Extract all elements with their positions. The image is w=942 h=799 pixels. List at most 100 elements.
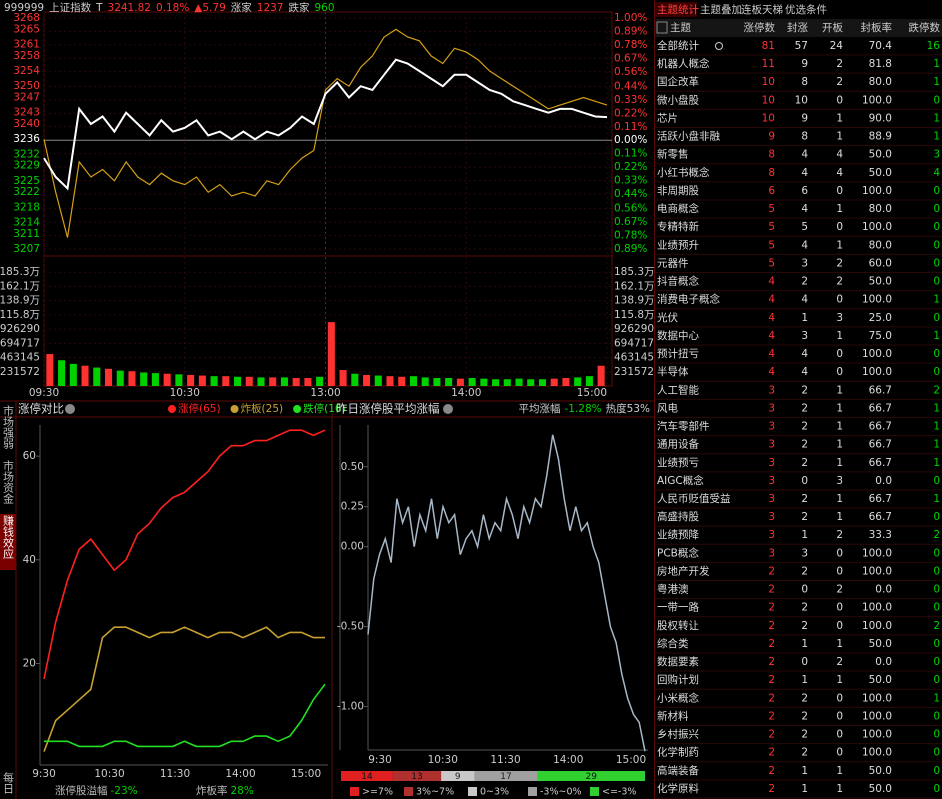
table-cell: 75.0	[869, 330, 892, 342]
volume-tick-label: 694717	[0, 337, 40, 349]
volume-bar	[585, 376, 593, 386]
table-cell: 1	[801, 638, 808, 650]
pct-tick-label: 0.33%	[614, 175, 647, 187]
theme-name[interactable]: 一带一路	[657, 601, 699, 614]
footer-text: 炸板率	[196, 784, 228, 797]
volume-tick-label: 138.9万	[0, 295, 40, 307]
theme-name[interactable]: 非周期股	[657, 185, 699, 197]
theme-name[interactable]: 小红书概念	[657, 166, 710, 179]
theme-name[interactable]: 数据要素	[657, 655, 699, 668]
pct-tick-label: 0.11%	[614, 148, 647, 160]
table-cell: 0	[933, 674, 940, 686]
theme-name[interactable]: 半导体	[657, 365, 689, 378]
table-cell: 1	[836, 457, 843, 469]
header-text: 上证指数	[49, 1, 91, 14]
heat-text: 热度53%	[606, 402, 650, 415]
y-tick-label: 20	[23, 657, 36, 669]
table-cell: 1	[933, 439, 940, 451]
theme-name[interactable]: 通用设备	[657, 438, 699, 451]
theme-name[interactable]: 新材料	[657, 709, 689, 722]
theme-name[interactable]: 汽车零部件	[657, 420, 710, 433]
table-cell: 100.0	[862, 565, 892, 577]
theme-name[interactable]: 综合类	[657, 637, 689, 650]
table-cell: 3	[933, 149, 940, 161]
theme-name[interactable]: 预计扭亏	[657, 347, 699, 360]
table-cell: 4	[801, 239, 808, 251]
volume-tick-label: 463145	[0, 352, 40, 364]
theme-name[interactable]: 高端装备	[657, 764, 699, 777]
table-cell: 4	[768, 276, 775, 288]
theme-name[interactable]: 小米概念	[657, 691, 699, 704]
x-tick-label: 14:00	[225, 768, 255, 780]
x-tick-label: 14:00	[553, 754, 583, 766]
column-header[interactable]: 开板	[822, 21, 843, 34]
theme-name[interactable]: 化学原料	[657, 782, 699, 795]
column-header[interactable]: 涨停数	[744, 21, 776, 34]
tab[interactable]: 主题叠加	[700, 4, 742, 16]
distribution-label: 13	[411, 772, 422, 782]
table-cell: 4	[836, 167, 843, 179]
tab[interactable]: 连板天梯	[741, 3, 783, 16]
theme-name[interactable]: 回购计划	[657, 673, 699, 686]
theme-name[interactable]: 光伏	[657, 311, 678, 324]
theme-name[interactable]: 芯片	[657, 111, 678, 124]
theme-name[interactable]: 股权转让	[657, 619, 699, 632]
pct-tick-label: 0.56%	[614, 203, 647, 215]
theme-name[interactable]: 高盛持股	[657, 510, 699, 523]
table-cell: 10	[762, 94, 775, 106]
theme-name[interactable]: 微小盘股	[657, 93, 699, 106]
time-label: 10:30	[170, 387, 200, 399]
theme-name[interactable]: 机器人概念	[657, 57, 710, 70]
table-cell: 16	[927, 40, 941, 52]
column-header[interactable]: 封板率	[861, 21, 893, 34]
theme-name[interactable]: 新零售	[657, 148, 689, 161]
info-icon	[443, 404, 453, 414]
theme-name[interactable]: 风电	[657, 401, 678, 414]
table-cell: 1	[801, 674, 808, 686]
table-cell: 2	[836, 58, 843, 70]
volume-bar	[151, 373, 159, 386]
tab[interactable]: 主题统计	[657, 3, 699, 16]
column-header[interactable]: 主题	[670, 22, 691, 34]
theme-name[interactable]: 抖音概念	[657, 275, 699, 288]
theme-name[interactable]: 业绩预降	[657, 528, 699, 541]
volume-tick-label: 926290	[0, 323, 40, 335]
panel-title: 昨日涨停股平均涨幅	[336, 402, 440, 416]
theme-name[interactable]: 化学制药	[657, 746, 699, 759]
theme-name[interactable]: 电商概念	[657, 202, 699, 215]
theme-name[interactable]: 活跃小盘非融	[657, 130, 720, 143]
theme-name[interactable]: 人工智能	[657, 383, 699, 396]
volume-bar	[562, 378, 570, 386]
theme-name[interactable]: 元器件	[657, 257, 689, 269]
price-tick-label: 3236	[13, 133, 40, 145]
theme-name[interactable]: 人民币贬值受益	[657, 492, 731, 505]
theme-name[interactable]: 乡村振兴	[657, 728, 699, 741]
table-cell: 8	[768, 167, 775, 179]
table-cell: 4	[768, 348, 775, 360]
table-cell: 2	[768, 729, 775, 741]
table-cell: 100.0	[862, 620, 892, 632]
theme-name[interactable]: 专精特新	[657, 220, 699, 233]
theme-name[interactable]: 粤港澳	[657, 583, 689, 596]
theme-name[interactable]: 数据中心	[657, 329, 699, 342]
tab[interactable]: 优选条件	[785, 3, 827, 16]
theme-name[interactable]: 业绩预升	[657, 238, 699, 251]
table-cell: 70.4	[869, 40, 893, 52]
column-header[interactable]: 跌停数	[909, 21, 941, 34]
theme-name[interactable]: 房地产开发	[657, 564, 710, 577]
table-cell: 1	[836, 384, 843, 396]
theme-name[interactable]: 业绩预亏	[657, 456, 699, 469]
pct-tick-label: 0.11%	[614, 121, 647, 133]
theme-name[interactable]: PCB概念	[657, 546, 699, 559]
theme-name[interactable]: 国企改革	[657, 75, 699, 88]
column-header[interactable]: 封涨	[787, 21, 808, 34]
table-cell: 2	[768, 692, 775, 704]
theme-name[interactable]: 全部统计	[657, 39, 699, 52]
theme-name[interactable]: 消费电子概念	[657, 293, 720, 306]
price-tick-label: 3225	[13, 175, 40, 187]
table-cell: 8	[768, 149, 775, 161]
theme-name[interactable]: AIGC概念	[657, 474, 704, 487]
table-cell: 1	[836, 239, 843, 251]
volume-bar	[374, 375, 382, 386]
distribution-bar	[441, 771, 475, 781]
